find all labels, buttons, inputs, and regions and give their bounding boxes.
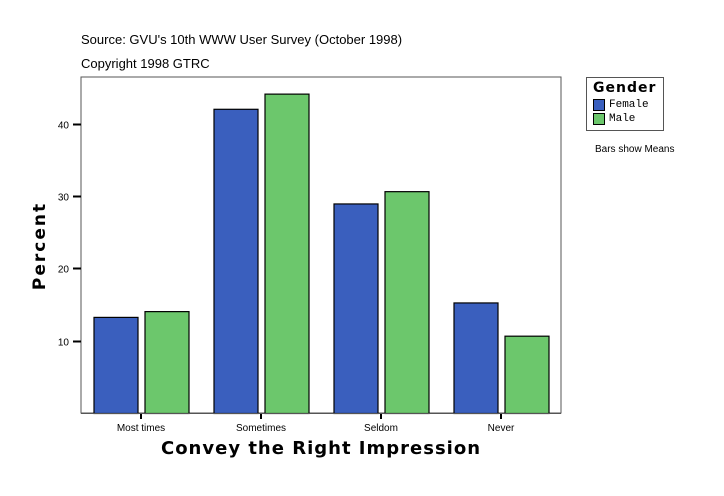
- y-axis-label: Percent: [30, 201, 50, 291]
- x-tick-label: Most times: [117, 423, 165, 434]
- legend-label: Female: [609, 98, 649, 111]
- copyright-caption: Copyright 1998 GTRC: [81, 56, 210, 71]
- female-swatch: [593, 98, 605, 111]
- bar-female: [333, 203, 379, 415]
- legend-item-female: Female: [593, 98, 649, 111]
- legend: Gender Female Male: [586, 77, 664, 131]
- y-tick-label: 30: [58, 193, 70, 204]
- bars-note: Bars show Means: [595, 144, 675, 155]
- bar-male: [144, 311, 190, 415]
- legend-label: Male: [609, 112, 636, 125]
- x-tick-label: Sometimes: [236, 423, 286, 434]
- male-swatch: [593, 112, 605, 125]
- y-tick-label: 40: [58, 121, 70, 132]
- legend-item-male: Male: [593, 112, 635, 125]
- x-axis-label: Convey the Right Impression: [160, 438, 482, 459]
- bar-female: [213, 108, 259, 415]
- source-caption: Source: GVU's 10th WWW User Survey (Octo…: [81, 32, 403, 47]
- bar-female: [453, 302, 499, 415]
- bar-male: [504, 335, 550, 415]
- legend-title: Gender: [593, 80, 657, 96]
- x-tick-label: Never: [488, 423, 515, 434]
- bar-male: [384, 191, 430, 415]
- y-tick-label: 10: [58, 338, 70, 349]
- bar-female: [93, 316, 139, 415]
- x-tick-label: Seldom: [364, 423, 398, 434]
- bar-male: [264, 93, 310, 415]
- y-tick-label: 20: [58, 265, 70, 276]
